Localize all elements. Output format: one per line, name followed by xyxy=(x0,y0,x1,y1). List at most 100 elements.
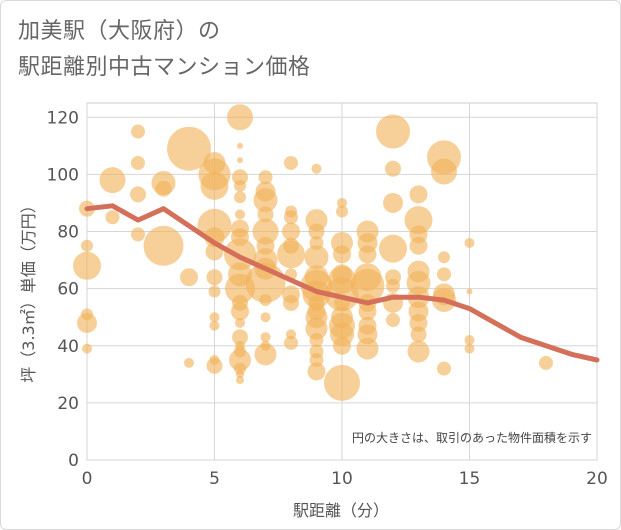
bubble xyxy=(252,218,279,245)
bubble xyxy=(259,294,272,307)
bubble xyxy=(466,288,473,295)
bubble xyxy=(227,104,253,131)
bubble xyxy=(284,155,298,170)
bubble xyxy=(254,343,277,366)
bubble xyxy=(73,251,101,280)
bubble xyxy=(356,337,379,360)
bubble xyxy=(376,114,410,149)
bubble xyxy=(130,186,146,203)
bubble xyxy=(282,222,300,241)
bubble xyxy=(105,210,120,225)
bubble xyxy=(206,269,223,286)
bubble xyxy=(257,206,274,223)
bubble xyxy=(409,313,428,332)
bubble xyxy=(253,188,278,213)
bubble xyxy=(437,267,451,282)
bubble xyxy=(464,343,475,354)
bubble xyxy=(333,245,351,264)
bubble-size-note: 円の大きさは、取引のあった物件面積を示す xyxy=(352,430,592,445)
y-tick-label: 20 xyxy=(57,394,79,414)
bubble xyxy=(236,370,244,379)
bubble xyxy=(260,312,271,323)
bubble xyxy=(409,236,428,255)
bubble xyxy=(236,376,244,385)
bubble xyxy=(235,317,245,328)
bubble xyxy=(209,320,220,331)
bubble xyxy=(167,126,211,171)
bubble xyxy=(155,180,172,197)
y-axis-title: 坪（3.3㎡）単価（万円） xyxy=(19,197,38,382)
bubble xyxy=(350,268,385,303)
bubble xyxy=(337,197,347,208)
bubble xyxy=(143,225,184,266)
bubble xyxy=(437,361,451,376)
chart-title: 加美駅（大阪府）の 駅距離別中古マンション価格 xyxy=(18,14,311,86)
bubble xyxy=(324,364,360,401)
y-tick-label: 60 xyxy=(57,280,79,300)
bubble xyxy=(379,234,407,263)
bubble xyxy=(407,340,430,363)
bubble xyxy=(234,191,246,204)
bubble xyxy=(232,329,248,346)
bubble xyxy=(385,160,401,177)
bubble xyxy=(386,313,400,328)
bubble xyxy=(325,277,359,312)
x-tick-label: 15 xyxy=(459,469,481,489)
bubble xyxy=(438,251,450,264)
bubble xyxy=(208,285,221,298)
bubble xyxy=(309,333,324,348)
bubble xyxy=(410,326,427,343)
bubble xyxy=(308,223,325,240)
bubble xyxy=(333,336,351,355)
bubble xyxy=(234,362,246,375)
bubble xyxy=(383,192,403,213)
bubble xyxy=(258,170,273,185)
bubble xyxy=(131,155,145,170)
bubble xyxy=(231,302,249,321)
bubble xyxy=(464,335,475,346)
bubble xyxy=(409,185,428,204)
bubble xyxy=(260,332,271,343)
x-tick-label: 20 xyxy=(586,469,608,489)
bubble xyxy=(232,169,248,186)
bubble xyxy=(206,357,223,374)
bubble xyxy=(307,362,326,381)
bubble xyxy=(131,227,145,242)
grid xyxy=(86,102,598,461)
bubble xyxy=(358,245,377,264)
bubble xyxy=(77,312,97,333)
trend-line-group xyxy=(84,203,600,363)
bubble xyxy=(184,357,194,368)
bubble xyxy=(131,124,145,139)
bubble xyxy=(305,209,328,232)
y-tick-label: 40 xyxy=(57,337,79,357)
bubbles xyxy=(73,104,553,401)
bubble xyxy=(229,349,251,372)
x-axis-title: 駅距離（分） xyxy=(293,501,389,520)
bubble xyxy=(284,210,298,225)
bubble xyxy=(284,335,298,350)
bubble xyxy=(358,302,377,321)
bubble xyxy=(464,237,475,248)
bubble xyxy=(209,312,220,323)
bubble xyxy=(99,167,126,194)
bubble xyxy=(539,355,553,370)
bubble xyxy=(304,245,329,270)
trend-line xyxy=(84,203,600,363)
bubble xyxy=(431,158,457,185)
bubble xyxy=(305,317,328,340)
bubble xyxy=(277,240,305,269)
x-tick-label: 0 xyxy=(82,469,93,489)
x-tick-label: 5 xyxy=(209,469,220,489)
bubble xyxy=(237,157,243,164)
bubble xyxy=(404,206,433,235)
title-line-1: 加美駅（大阪府）の xyxy=(18,19,221,44)
title-line-2: 駅距離別中古マンション価格 xyxy=(18,55,311,80)
y-tick-label: 100 xyxy=(47,165,79,185)
tick-labels: 0 20 40 60 80 100 120 0 5 10 15 20 xyxy=(47,108,608,489)
y-tick-label: 120 xyxy=(47,108,79,128)
bubble xyxy=(237,142,243,149)
bubble xyxy=(200,171,229,200)
bubble xyxy=(234,179,246,192)
